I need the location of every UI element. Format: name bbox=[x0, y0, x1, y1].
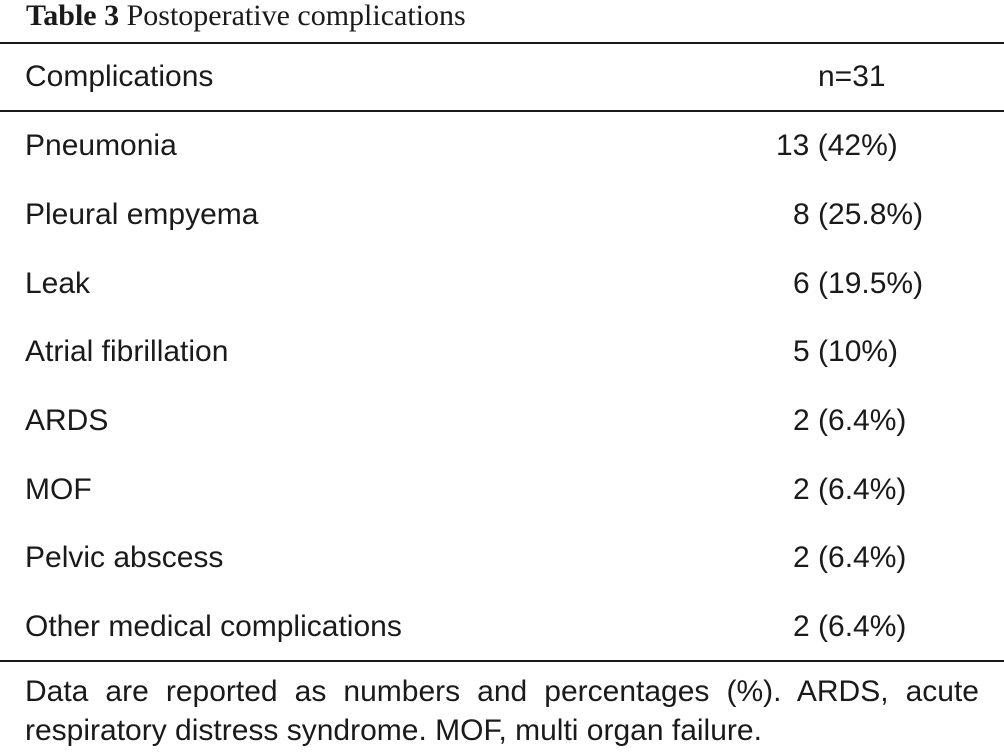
table-row: Atrial fibrillation 5 (10%) bbox=[0, 334, 1004, 370]
row-value-pleural-empyema: 8 (25.8%) bbox=[793, 198, 924, 231]
table-footnote: Data are reported as numbers and percent… bbox=[25, 675, 979, 747]
row-value-atrial-fibrillation: 5 (10%) bbox=[793, 335, 899, 368]
table-row: Pleural empyema 8 (25.8%) bbox=[0, 197, 1004, 233]
row-value-ards: 2 (6.4%) bbox=[793, 404, 907, 437]
row-name-pleural-empyema: Pleural empyema bbox=[25, 198, 259, 231]
table-caption: Table 3 Postoperative complications bbox=[26, 0, 466, 34]
row-value-pelvic-abscess: 2 (6.4%) bbox=[793, 541, 907, 574]
table-row: Other medical complications 2 (6.4%) bbox=[0, 609, 1004, 645]
header-n: n=31 bbox=[818, 60, 886, 93]
row-name-pneumonia: Pneumonia bbox=[25, 129, 177, 162]
table-caption-label: Table 3 bbox=[26, 0, 120, 32]
row-name-pelvic-abscess: Pelvic abscess bbox=[25, 541, 224, 574]
row-name-mof: MOF bbox=[25, 473, 92, 506]
table-row: Leak 6 (19.5%) bbox=[0, 266, 1004, 302]
table-row: Pneumonia 13 (42%) bbox=[0, 128, 1004, 164]
row-name-other-medical: Other medical complications bbox=[25, 610, 402, 643]
row-value-pneumonia: 13 (42%) bbox=[776, 129, 898, 162]
table-row: MOF 2 (6.4%) bbox=[0, 472, 1004, 508]
table-row: Pelvic abscess 2 (6.4%) bbox=[0, 540, 1004, 576]
table-bottom-rule bbox=[0, 660, 1004, 662]
table-top-rule bbox=[0, 42, 1004, 44]
row-name-atrial-fibrillation: Atrial fibrillation bbox=[25, 335, 229, 368]
row-value-leak: 6 (19.5%) bbox=[793, 267, 924, 300]
header-complications: Complications bbox=[25, 60, 214, 93]
row-name-ards: ARDS bbox=[25, 404, 109, 437]
row-value-mof: 2 (6.4%) bbox=[793, 473, 907, 506]
table-header-rule bbox=[0, 110, 1004, 112]
row-name-leak: Leak bbox=[25, 267, 91, 300]
row-value-other-medical: 2 (6.4%) bbox=[793, 610, 907, 643]
table-caption-text: Postoperative complications bbox=[126, 0, 466, 32]
table-row: ARDS 2 (6.4%) bbox=[0, 403, 1004, 439]
